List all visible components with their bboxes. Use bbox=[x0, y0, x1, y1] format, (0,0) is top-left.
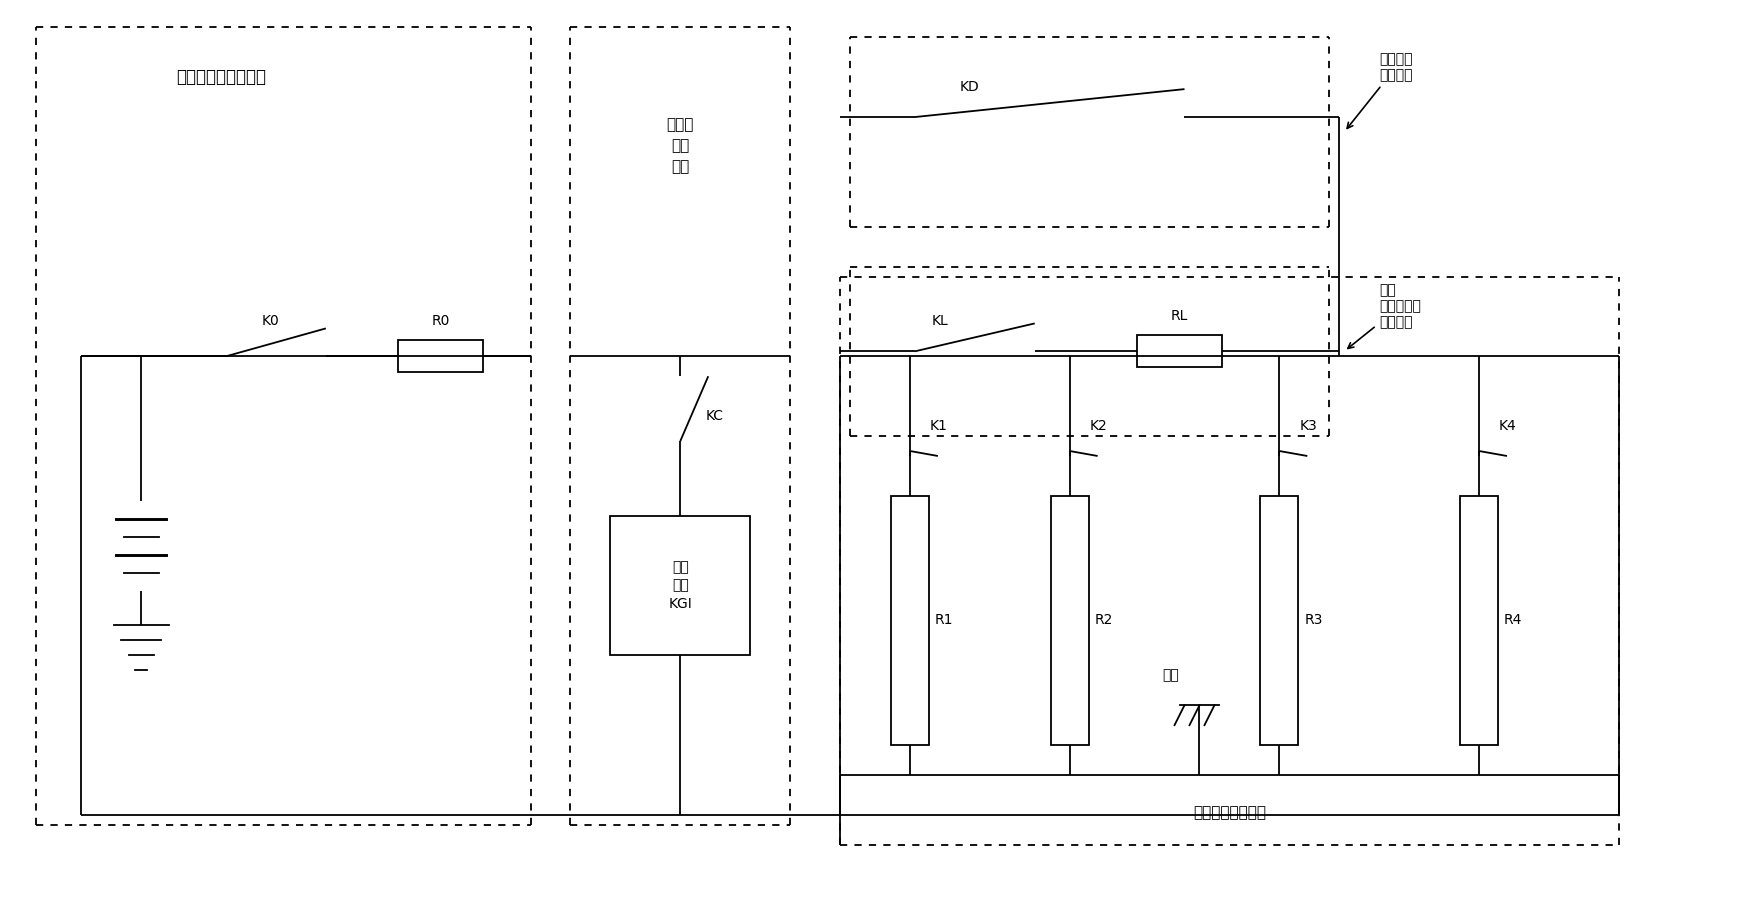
Bar bbox=[890, 496, 928, 745]
Text: KD: KD bbox=[960, 80, 979, 94]
Text: R0: R0 bbox=[432, 314, 449, 328]
Text: 机壳: 机壳 bbox=[1162, 669, 1179, 682]
Text: 桥丝短路
模拟电路: 桥丝短路 模拟电路 bbox=[1347, 52, 1413, 129]
Text: KL: KL bbox=[932, 314, 948, 328]
Bar bbox=[1261, 496, 1298, 745]
Text: 点火控制和供电电路: 点火控制和供电电路 bbox=[176, 68, 267, 86]
Bar bbox=[1138, 335, 1221, 367]
Bar bbox=[610, 516, 751, 655]
Text: K1: K1 bbox=[930, 419, 948, 433]
Text: 桥丝搭壳模拟电路: 桥丝搭壳模拟电路 bbox=[1193, 805, 1266, 820]
Bar bbox=[399, 341, 483, 372]
Text: R4: R4 bbox=[1503, 613, 1523, 628]
Text: K3: K3 bbox=[1300, 419, 1317, 433]
Text: R1: R1 bbox=[935, 613, 953, 628]
Text: R3: R3 bbox=[1305, 613, 1322, 628]
Text: K4: K4 bbox=[1500, 419, 1517, 433]
Text: K2: K2 bbox=[1090, 419, 1108, 433]
Bar bbox=[1050, 496, 1089, 745]
Text: KC: KC bbox=[706, 410, 723, 423]
Text: K0: K0 bbox=[261, 314, 280, 328]
Text: RL: RL bbox=[1171, 310, 1188, 323]
Text: 桥丝
正常和断路
模拟电路: 桥丝 正常和断路 模拟电路 bbox=[1348, 284, 1421, 349]
Bar bbox=[1460, 496, 1498, 745]
Text: R2: R2 bbox=[1094, 613, 1113, 628]
Text: 光耦
采集
KGI: 光耦 采集 KGI bbox=[669, 560, 692, 611]
Text: 开关量
采集
电路: 开关量 采集 电路 bbox=[667, 117, 693, 174]
